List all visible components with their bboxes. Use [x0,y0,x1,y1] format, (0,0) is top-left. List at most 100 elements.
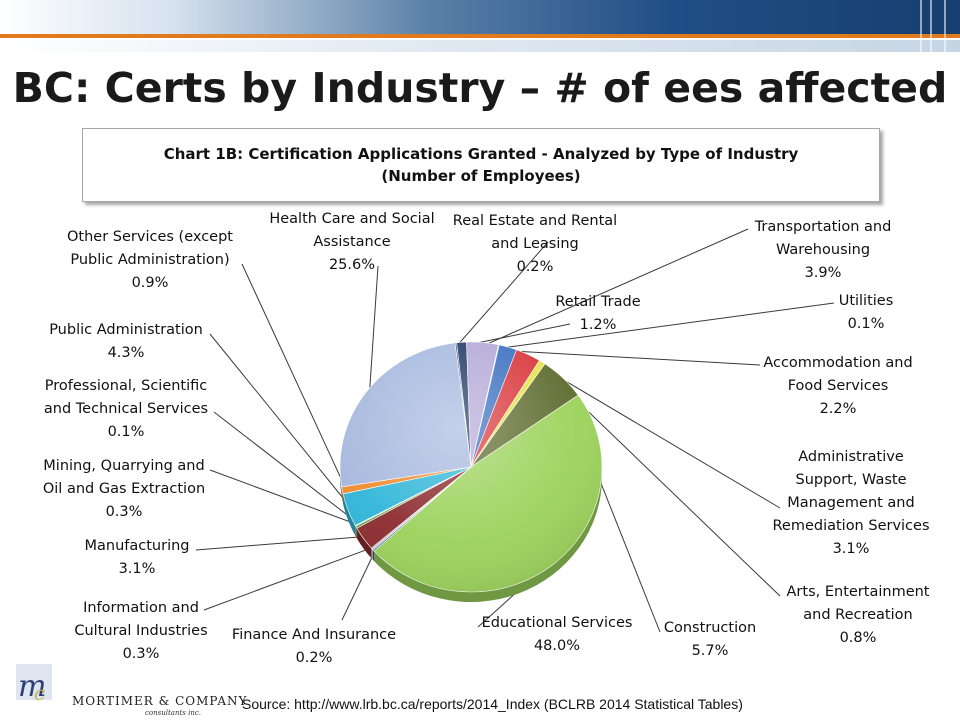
slice-label-line: Information and [83,600,199,616]
slice-label-6: Administrative Support, Waste Management a… [772,449,929,557]
slice-label-12: Manufacturing 3.1% [85,538,190,577]
slice-label-line: Administrative [798,449,904,465]
slice-label-line: 0.3% [106,504,143,520]
slice-label-11: Information and Cultural Industries 0.3% [74,600,207,662]
header-band [0,0,960,34]
slice-label-line: 0.1% [848,316,885,332]
slice-label-line: Finance And Insurance [232,627,396,643]
slice-label-line: 3.1% [833,541,870,557]
pie-side-13 [355,526,357,539]
slice-label-line: Arts, Entertainment [787,584,930,600]
source-note: Source: http://www.lrb.bc.ca/reports/201… [242,696,743,712]
slice-label-line: 2.2% [820,401,857,417]
slice-label-line: Oil and Gas Extraction [43,481,205,497]
leader-line-11 [203,546,376,611]
leader-line-16 [241,263,347,490]
slice-label-line: Accommodation and [763,355,912,371]
leader-line-15 [209,333,353,510]
slice-label-1: Real Estate and Rental and Leasing 0.2% [453,213,617,275]
slice-label-10: Finance And Insurance 0.2% [232,627,396,666]
slice-label-line: and Leasing [491,236,579,252]
slice-label-line: and Recreation [803,607,912,623]
slice-label-9: Educational Services 48.0% [482,615,633,654]
chart-title-line-2: (Number of Employees) [381,167,581,185]
leader-line-6 [526,357,781,509]
slice-label-line: Construction [664,620,756,636]
pie-side-12 [356,528,372,559]
slice-label-3: Transportation and Warehousing 3.9% [754,219,892,281]
slice-label-16: Other Services (except Public Administrat… [67,229,233,291]
slice-label-line: 1.2% [580,317,617,333]
leader-line-10 [341,547,377,621]
slice-label-line: 0.9% [132,275,169,291]
slice-label-line: 48.0% [534,638,580,654]
slice-label-17: Health Care and Social Assistance 25.6% [269,211,434,273]
slice-label-line: 5.7% [692,643,729,659]
chart-title-line-1: Chart 1B: Certification Applications Gra… [163,145,799,163]
pie-gloss [340,342,602,592]
chart-title-box: Chart 1B: Certification Applications Gra… [82,128,880,202]
leader-line-5 [506,350,761,366]
pie-side-10 [372,549,375,562]
header-accent-line [0,34,960,38]
slice-label-line: Manufacturing [85,538,190,554]
slice-label-line: Utilities [839,293,894,309]
pie-labels: Real Estate and Rental and Leasing 0.2% Ret… [43,211,930,666]
company-logo-name: MORTIMER & COMPANY [72,694,248,708]
svg-text:m: m [18,669,46,704]
leader-line-1 [455,241,549,347]
slice-label-line: Health Care and Social [269,211,434,227]
slice-label-line: 0.8% [840,630,877,646]
leader-line-4 [497,302,835,350]
company-logo-subtitle: consultants inc. [145,709,201,717]
slice-label-14: Professional, Scientific and Technical Se… [44,378,208,440]
slice-label-line: Cultural Industries [74,623,207,639]
slice-label-line: 4.3% [108,345,145,361]
leader-line-12 [195,535,367,551]
header-corner-lines [920,0,946,52]
pie-side-11 [371,548,373,560]
leader-line-17 [368,265,379,395]
pie-side-15 [343,493,356,536]
slice-label-line: 3.1% [119,561,156,577]
slice-label-15: Public Administration 4.3% [49,322,203,361]
slice-label-7: Arts, Entertainment and Recreation 0.8% [787,584,930,646]
slice-label-line: Educational Services [482,615,633,631]
slice-label-line: Retail Trade [555,294,640,310]
slice-label-line: Other Services (except [67,229,233,245]
slice-label-line: Professional, Scientific [45,378,208,394]
slice-label-13: Mining, Quarrying and Oil and Gas Extract… [43,458,205,520]
slice-label-line: Public Administration [49,322,203,338]
slice-label-line: Public Administration) [70,252,229,268]
pie-side-16 [341,486,344,504]
slice-label-line: Warehousing [776,242,870,258]
leader-line-13 [209,469,360,526]
slice-label-line: Food Services [788,378,889,394]
slice-label-line: Management and [787,495,914,511]
slice-label-line: 0.2% [296,650,333,666]
svg-text:c: c [34,681,45,704]
leader-line-3 [482,228,749,347]
slice-label-line: Transportation and [754,219,892,235]
slice-label-line: Assistance [313,234,390,250]
slice-label-line: 0.2% [517,259,554,275]
slice-label-line: 25.6% [329,257,375,273]
slice-label-8: Construction 5.7% [664,620,756,659]
slide-title: BC: Certs by Industry – # of ees affecte… [12,64,948,112]
slice-label-line: 0.3% [123,646,160,662]
pie-slices [339,341,603,593]
slice-label-line: Support, Waste [796,472,907,488]
slice-label-line: 0.1% [108,424,145,440]
slice-label-4: Utilities 0.1% [839,293,894,332]
slice-label-line: Mining, Quarrying and [43,458,204,474]
slice-label-2: Retail Trade 1.2% [555,294,640,333]
slice-label-5: Accommodation and Food Services 2.2% [763,355,912,417]
header-stripe [0,40,960,52]
slice-label-line: Remediation Services [772,518,929,534]
slice-label-line: 3.9% [805,265,842,281]
slice-label-line: Real Estate and Rental [453,213,617,229]
company-logo-icon: m c [12,660,56,705]
leader-line-14 [213,411,360,525]
slice-label-line: and Technical Services [44,401,208,417]
